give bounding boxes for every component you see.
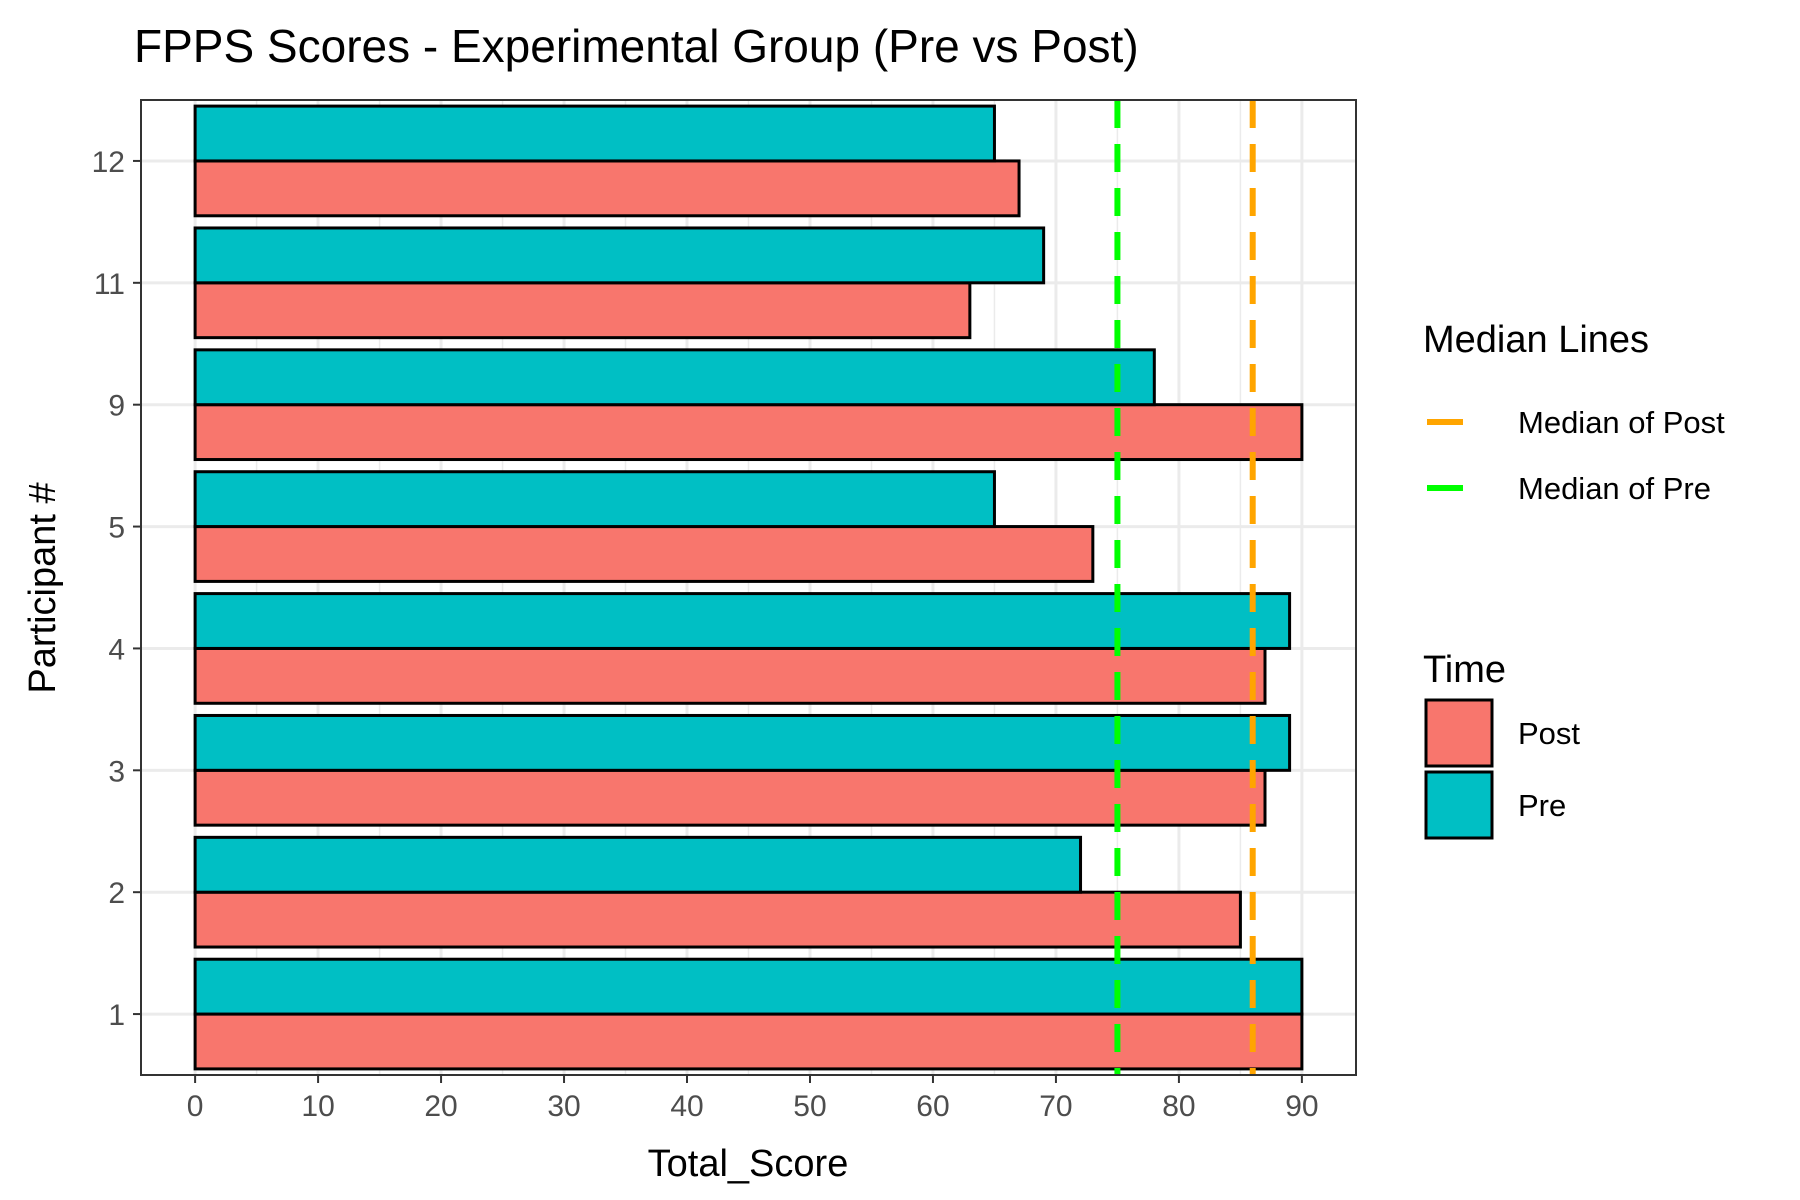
y-axis-title: Participant # [22, 482, 64, 693]
legend-key-swatch [1424, 698, 1494, 768]
plot-panel [140, 99, 1357, 1076]
bar-post-11 [193, 281, 972, 340]
bar-pre-9 [193, 348, 1156, 407]
median-lines [1114, 100, 1256, 1075]
y-tick-label: 9 [108, 390, 125, 423]
x-tick-label: 10 [301, 1090, 334, 1123]
x-tick-label: 50 [793, 1090, 826, 1123]
legend-label: Pre [1518, 788, 1566, 823]
x-tick-label: 0 [187, 1090, 204, 1123]
x-tick-label: 60 [916, 1090, 949, 1123]
y-tick-label: 1 [108, 999, 125, 1032]
bar-pre-3 [193, 713, 1292, 772]
x-tick-label: 80 [1162, 1090, 1195, 1123]
legend-key-swatch [1424, 770, 1494, 840]
bar-post-9 [193, 403, 1304, 462]
bar-pre-1 [193, 957, 1304, 1016]
bar-pre-12 [193, 104, 996, 163]
bar-post-4 [193, 646, 1267, 705]
x-tick-label: 70 [1039, 1090, 1072, 1123]
y-tick-label: 12 [92, 146, 125, 179]
legend-label: Post [1518, 716, 1580, 751]
bars [193, 104, 1304, 1071]
x-axis-title: Total_Score [648, 1143, 849, 1185]
bar-post-5 [193, 525, 1095, 583]
bar-post-2 [193, 890, 1242, 949]
y-tick-label: 4 [108, 633, 125, 666]
x-tick-label: 30 [547, 1090, 580, 1123]
legend: Median Lines Median of Post Median of Pre T… [1423, 319, 1725, 840]
bar-pre-4 [193, 592, 1292, 650]
legend-label: Median of Pre [1518, 471, 1711, 506]
bar-post-3 [193, 768, 1267, 827]
x-axis: 0 10 20 30 40 50 60 70 80 90 [187, 1075, 1319, 1123]
y-tick-label: 5 [108, 512, 125, 545]
bar-post-1 [193, 1012, 1304, 1071]
y-tick-label: 11 [94, 268, 125, 301]
x-tick-label: 40 [670, 1090, 703, 1123]
chart-title: FPPS Scores - Experimental Group (Pre vs… [134, 20, 1139, 72]
y-tick-label: 3 [108, 755, 125, 788]
y-tick-label: 2 [108, 877, 125, 910]
bar-pre-5 [193, 470, 996, 529]
bar-post-12 [193, 159, 1021, 218]
plot-border [140, 99, 1357, 1076]
legend-title: Median Lines [1423, 319, 1649, 361]
x-tick-label: 90 [1285, 1090, 1318, 1123]
bar-pre-11 [193, 226, 1046, 285]
bar-pre-2 [193, 835, 1083, 894]
legend-title: Time [1423, 649, 1506, 691]
x-tick-label: 20 [424, 1090, 457, 1123]
legend-label: Median of Post [1518, 405, 1725, 440]
